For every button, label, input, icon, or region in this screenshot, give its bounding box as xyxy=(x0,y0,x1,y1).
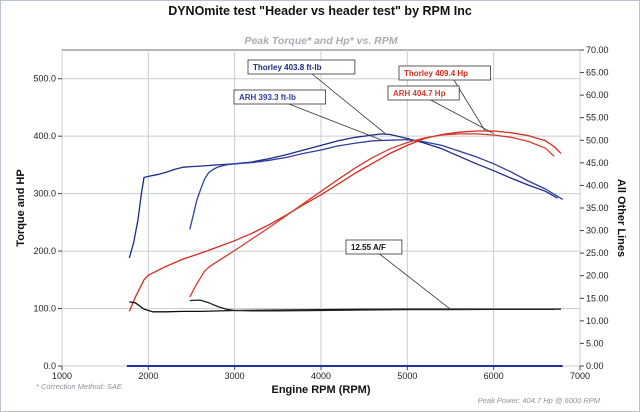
annotation-box xyxy=(387,85,460,101)
y2-tick-label: 45.00 xyxy=(586,158,609,168)
y2-tick-label: 30.00 xyxy=(586,226,609,236)
x-tick-label: 7000 xyxy=(570,371,590,381)
y2-tick-label: 60.00 xyxy=(586,90,609,100)
series-line-arh-hp xyxy=(189,133,555,298)
y2-tick-label: 25.00 xyxy=(586,248,609,258)
annotation: Thorley 403.8 ft-lb xyxy=(247,59,387,135)
y-axis-label: Torque and HP xyxy=(15,169,27,246)
y2-tick-label: 55.00 xyxy=(586,113,609,123)
y2-axis-label: All Other Lines xyxy=(615,179,627,257)
series-line-arh-a-f xyxy=(189,299,555,312)
y2-tick-label: 10.00 xyxy=(586,316,609,326)
y2-tick-label: 65.00 xyxy=(586,68,609,78)
annotation: Thorley 409.4 Hp xyxy=(398,65,491,131)
x-axis-label: Engine RPM (RPM) xyxy=(272,384,371,396)
y2-tick-label: 40.00 xyxy=(586,180,609,190)
x-tick-label: 4000 xyxy=(311,371,331,381)
chart-subtitle: Peak Torque* and Hp* vs. RPM xyxy=(244,35,397,47)
correction-note: * Correction Method: SAE xyxy=(36,382,123,391)
annotation: 12.55 A/F xyxy=(345,239,451,310)
y2-tick-label: 35.00 xyxy=(586,203,609,213)
annotation-box xyxy=(233,89,326,105)
annotation-leader xyxy=(288,103,382,141)
y2-axis-ticks: 0.00 5.00 10.00 15.00 20.00 25.00 30.00 35.00 40… xyxy=(580,45,609,371)
y2-tick-label: 70.00 xyxy=(586,45,609,55)
annotation-leader xyxy=(379,253,451,310)
series-line-thorley-hp xyxy=(128,130,562,312)
series-line-arh-torque xyxy=(189,138,564,230)
annotation-label: Thorley 403.8 ft-lb xyxy=(253,63,322,72)
x-tick-label: 6000 xyxy=(484,371,504,381)
annotation-box xyxy=(247,59,356,75)
annotation-box xyxy=(345,239,403,255)
x-tick-label: 5000 xyxy=(397,371,417,381)
x-tick-label: 3000 xyxy=(225,371,245,381)
y-tick-label: 200.0 xyxy=(33,246,56,256)
series-layer xyxy=(126,130,564,367)
x-tick-label: 1000 xyxy=(52,371,72,381)
y2-tick-label: 0.00 xyxy=(586,361,604,371)
annotation-label: ARH 404.7 Hp xyxy=(393,89,446,98)
y-tick-label: 400.0 xyxy=(33,131,56,141)
annotation-layer: Thorley 403.8 ft-lb ARH 393.3 ft-lb Thorle… xyxy=(233,59,494,310)
y2-tick-label: 5.00 xyxy=(586,338,604,348)
annotation-label: ARH 393.3 ft-lb xyxy=(239,93,296,102)
y-tick-label: 0.0 xyxy=(43,361,56,371)
y2-tick-label: 15.00 xyxy=(586,293,609,303)
annotation-label: Thorley 409.4 Hp xyxy=(404,69,468,78)
peak-power-note: Peak Power: 404.7 Hp @ 6000 RPM xyxy=(478,396,601,405)
annotation-label: 12.55 A/F xyxy=(351,243,386,252)
annotation: ARH 393.3 ft-lb xyxy=(233,89,382,141)
y2-tick-label: 50.00 xyxy=(586,135,609,145)
y-tick-label: 500.0 xyxy=(33,74,56,84)
annotation: ARH 404.7 Hp xyxy=(387,85,494,134)
y2-tick-label: 20.00 xyxy=(586,271,609,281)
series-line-thorley-torque xyxy=(128,133,558,259)
annotation-box xyxy=(398,65,491,81)
annotation-leader xyxy=(311,73,387,135)
annotation-leader xyxy=(430,99,494,134)
y-tick-label: 100.0 xyxy=(33,304,56,314)
x-tick-label: 2000 xyxy=(138,371,158,381)
x-axis-ticks: 1000 2000 3000 4000 5000 6000 7000 xyxy=(52,366,590,381)
y-axis-ticks: 0.0 100.0 200.0 300.0 400.0 500.0 xyxy=(33,74,62,371)
page-title: DYNOmite test "Header vs header test" by… xyxy=(168,4,472,18)
y-tick-label: 300.0 xyxy=(33,189,56,199)
